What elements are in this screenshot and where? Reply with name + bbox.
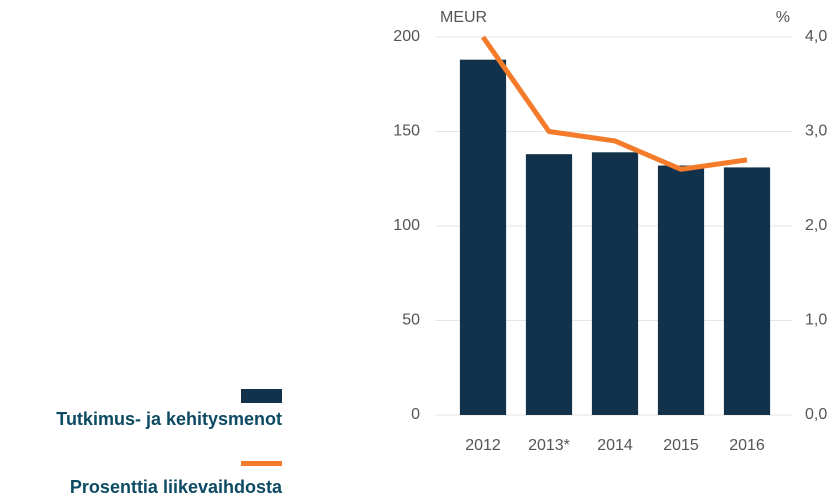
line: [480, 35, 748, 172]
y2-tick-label: 1,0: [805, 312, 827, 329]
y2-axis-label: %: [776, 9, 790, 26]
y-tick-label: 150: [393, 123, 420, 140]
x-tick-label: 2014: [597, 437, 633, 454]
y-tick-label: 0: [411, 406, 420, 423]
legend-swatch: [241, 461, 282, 466]
x-tick-label: 2015: [663, 437, 699, 454]
y-tick-label: 200: [393, 28, 420, 45]
bar: [525, 154, 573, 415]
bar: [459, 59, 507, 416]
bar: [657, 165, 705, 415]
y-tick-label: 50: [402, 312, 420, 329]
bar: [723, 167, 771, 415]
y-axis-label: MEUR: [440, 9, 487, 26]
y2-tick-label: 4,0: [805, 28, 827, 45]
y2-tick-label: 2,0: [805, 217, 827, 234]
legend-label: Tutkimus- ja kehitysmenot: [56, 409, 282, 429]
bar: [591, 152, 639, 416]
y-tick-label: 100: [393, 217, 420, 234]
x-tick-label: 2012: [465, 437, 501, 454]
x-tick-label: 2013*: [528, 437, 570, 454]
legend-swatch: [241, 389, 282, 403]
y2-tick-label: 0,0: [805, 406, 827, 423]
x-tick-label: 2016: [729, 437, 765, 454]
y2-tick-label: 3,0: [805, 123, 827, 140]
legend-label: Prosenttia liikevaihdosta: [70, 477, 283, 496]
